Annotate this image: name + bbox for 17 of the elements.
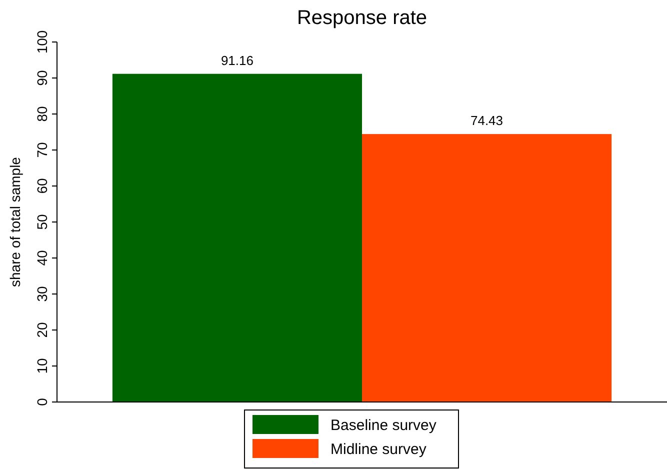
y-tick-label: 70 <box>34 142 50 158</box>
legend-label: Midline survey <box>330 441 427 458</box>
data-label: 91.16 <box>220 52 254 68</box>
chart-title: Response rate <box>296 7 428 29</box>
y-tick-label: 60 <box>34 178 50 194</box>
data-label: 74.43 <box>470 113 504 128</box>
y-tick-label: 90 <box>34 70 50 86</box>
y-tick-label: 100 <box>34 30 50 54</box>
legend-label: Baseline survey <box>330 417 437 434</box>
y-tick-label: 30 <box>34 286 50 302</box>
y-tick-label: 10 <box>34 358 50 374</box>
y-tick-label: 50 <box>34 214 50 230</box>
y-tick-label: 40 <box>34 250 50 266</box>
y-tick-label: 80 <box>34 106 50 122</box>
y-tick-label: 20 <box>34 322 50 338</box>
y-tick-label: 0 <box>34 398 50 406</box>
y-axis-title: share of total sample <box>7 156 23 287</box>
